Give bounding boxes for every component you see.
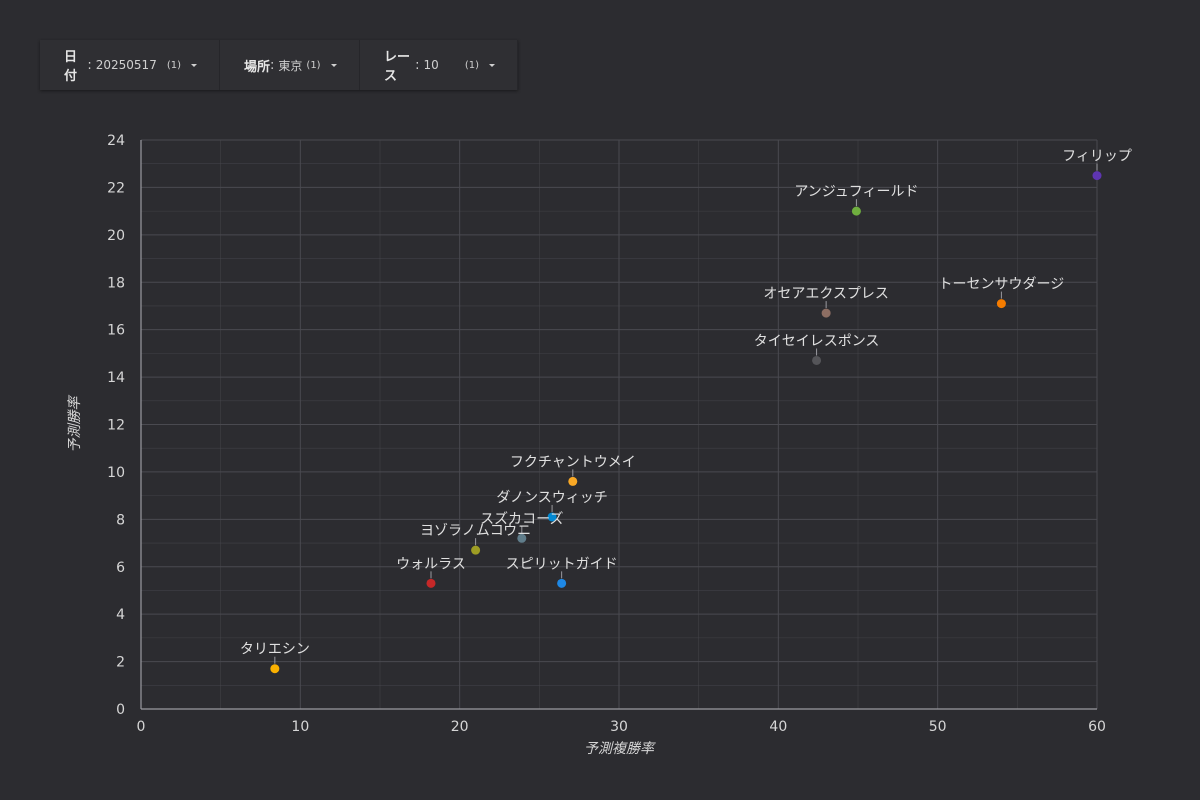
place-filter-label: 場所 <box>244 59 271 75</box>
y-tick-label: 2 <box>116 655 125 671</box>
y-tick-label: 4 <box>116 607 125 623</box>
y-tick-label: 14 <box>107 370 125 386</box>
y-axis-title: 予測勝率 <box>67 395 83 453</box>
y-tick-label: 22 <box>107 180 125 196</box>
y-tick-label: 20 <box>107 228 125 244</box>
data-point <box>426 578 436 588</box>
x-tick-label: 0 <box>137 719 146 735</box>
data-point <box>568 476 578 486</box>
data-point-label: トーセンサウダージ <box>939 277 1065 293</box>
y-tick-label: 0 <box>116 702 125 718</box>
y-tick-label: 16 <box>107 323 125 339</box>
data-point <box>547 512 557 522</box>
data-point <box>557 578 567 588</box>
place-filter-count: (1) <box>306 59 321 71</box>
data-point-label: スズカコーズ <box>480 511 563 527</box>
x-tick-label: 30 <box>610 719 628 735</box>
race-filter-dropdown[interactable]: レース: 10 (1) <box>360 40 518 90</box>
place-filter-dropdown[interactable]: 場所: 東京 (1) <box>220 40 360 90</box>
x-axis-title: 予測複勝率 <box>584 741 656 757</box>
data-point-label: アンジュフィールド <box>794 184 918 200</box>
x-tick-label: 60 <box>1088 719 1106 735</box>
data-point-label: スピリットガイド <box>506 556 618 572</box>
data-point <box>821 308 831 318</box>
data-point <box>1092 171 1102 181</box>
race-filter-value: 10 <box>423 58 439 72</box>
data-point <box>851 206 861 216</box>
y-tick-label: 24 <box>107 133 125 149</box>
data-point-label: フィリップ <box>1062 149 1132 165</box>
data-point <box>270 664 280 674</box>
date-filter-count: (1) <box>166 59 181 71</box>
caret-down-icon <box>191 63 197 67</box>
data-point-label: ダノンスウィッチ <box>496 490 607 506</box>
y-tick-label: 18 <box>107 275 125 291</box>
y-tick-label: 8 <box>116 512 125 528</box>
date-filter-value: 20250517 <box>95 58 157 72</box>
place-filter-value: 東京 <box>278 58 303 73</box>
date-filter-dropdown[interactable]: 日付: 20250517 (1) <box>40 40 220 90</box>
data-point-label: オセアエクスプレス <box>763 286 889 302</box>
y-tick-label: 12 <box>107 418 125 434</box>
y-tick-label: 6 <box>116 560 125 576</box>
x-tick-label: 50 <box>929 719 947 735</box>
race-filter-label: レース <box>384 50 411 84</box>
y-tick-label: 10 <box>107 465 125 481</box>
data-point-label: ウォルラス <box>396 556 466 572</box>
caret-down-icon <box>330 63 337 67</box>
data-point-label: タリエシン <box>240 642 310 658</box>
data-point <box>996 299 1006 309</box>
data-point-label: タイセイレスポンス <box>754 333 880 349</box>
data-point <box>517 533 527 543</box>
x-tick-label: 10 <box>291 719 309 735</box>
race-filter-count: (1) <box>464 59 479 71</box>
date-filter-label: 日付 <box>64 50 78 84</box>
filter-bar: 日付: 20250517 (1) 場所: 東京 (1) レース: 10 (1) <box>40 40 518 90</box>
x-tick-label: 40 <box>769 719 787 735</box>
data-point-label: ヨゾラノムコウニ <box>420 523 531 539</box>
x-tick-label: 20 <box>451 719 469 735</box>
data-point <box>471 545 481 555</box>
data-point <box>812 355 822 365</box>
data-point-label: フクチャントウメイ <box>510 454 636 470</box>
caret-down-icon <box>489 63 495 67</box>
